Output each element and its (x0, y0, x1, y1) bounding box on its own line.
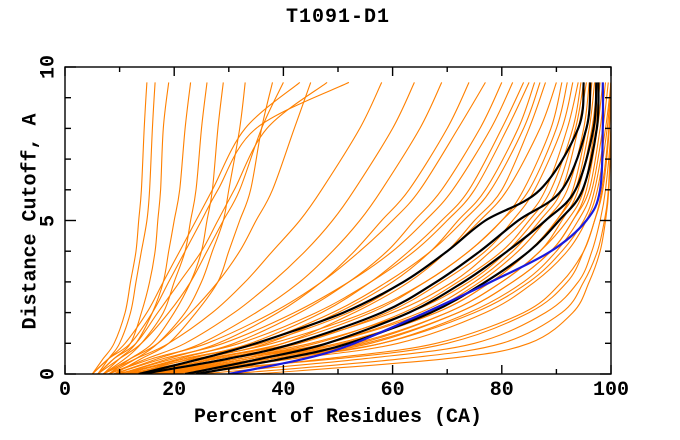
highlighted-group-models-curve (184, 82, 598, 374)
all-server-models-curve (168, 82, 609, 374)
x-tick-label: 0 (58, 379, 72, 402)
all-server-models-curve (102, 82, 192, 374)
x-tick-label: 60 (380, 379, 405, 402)
x-tick-label: 80 (489, 379, 514, 402)
all-server-models-curve (113, 82, 274, 374)
all-server-models-curve (102, 82, 312, 374)
x-tick-label: 40 (271, 379, 296, 402)
all-server-models-curve (256, 82, 611, 374)
all-server-models-curve (91, 81, 350, 374)
all-server-models-curve (113, 82, 514, 374)
highlighted-group-models-curve (141, 82, 592, 374)
all-server-models-curve (108, 82, 486, 374)
all-server-models-curve (157, 82, 598, 374)
x-axis-label: Percent of Residues (CA) (193, 406, 483, 429)
highlighted-group-models-curve (138, 82, 585, 374)
all-server-models-curve (201, 82, 611, 374)
y-tick-label: 5 (37, 214, 61, 227)
all-server-models-curve (91, 82, 148, 374)
curves-layer (91, 81, 611, 374)
all-server-models-curve (119, 82, 530, 374)
all-server-models-curve (97, 82, 170, 374)
all-server-models-curve (130, 82, 563, 374)
all-server-models-curve (108, 82, 415, 374)
y-tick-label: 10 (37, 54, 61, 80)
all-server-models-curve (97, 82, 156, 374)
y-tick-label: 0 (37, 367, 61, 381)
all-server-models-curve (97, 81, 328, 374)
all-server-models-curve (146, 82, 611, 374)
all-server-models-curve (108, 82, 246, 374)
all-server-models-curve (102, 82, 208, 374)
x-tick-label: 100 (592, 379, 630, 402)
all-server-models-curve (91, 81, 301, 374)
x-tick-label: 20 (162, 379, 187, 402)
all-server-models-curve (124, 82, 579, 374)
chart-title: T1091-D1 (285, 6, 390, 29)
all-server-models-curve (108, 82, 224, 374)
all-server-models-curve (102, 82, 383, 374)
all-server-models-curve (185, 82, 611, 374)
highlighted-group-models-curve (195, 82, 600, 374)
all-server-models-curve (152, 82, 607, 374)
reference-model-curve (228, 82, 605, 374)
all-server-models-curve (97, 82, 284, 374)
